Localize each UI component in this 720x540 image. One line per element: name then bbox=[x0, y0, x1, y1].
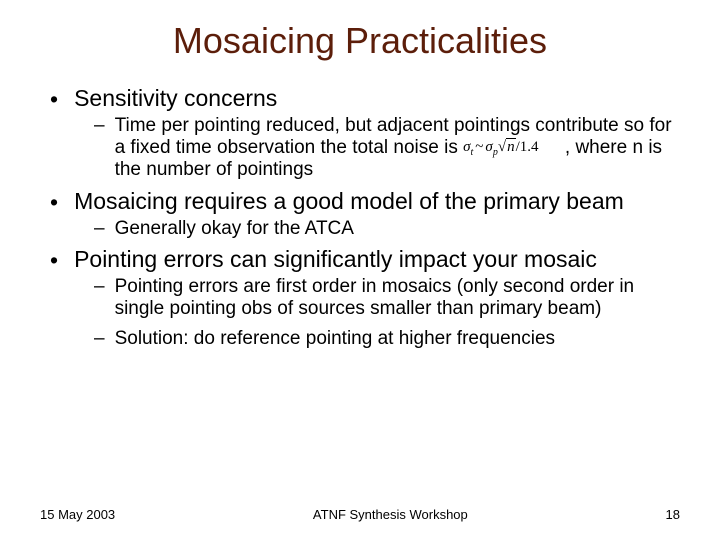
bullet-dot: • bbox=[50, 86, 58, 113]
footer-page: 18 bbox=[666, 507, 680, 522]
bullet-dash: – bbox=[94, 328, 105, 350]
tilde: ~ bbox=[475, 139, 483, 155]
sqrt-inner: n bbox=[506, 138, 516, 156]
bullet-text: Pointing errors are first order in mosai… bbox=[115, 276, 680, 320]
bullet-pointing-errors: • Pointing errors can significantly impa… bbox=[50, 247, 680, 274]
slide-title: Mosaicing Practicalities bbox=[40, 20, 680, 62]
sigma-p: σ bbox=[485, 139, 492, 155]
bullet-dash: – bbox=[94, 115, 105, 181]
bullet-text: Solution: do reference pointing at highe… bbox=[115, 328, 680, 350]
footer-center: ATNF Synthesis Workshop bbox=[313, 507, 468, 522]
bullet-text: Time per pointing reduced, but adjacent … bbox=[115, 115, 680, 181]
bullet-text: Sensitivity concerns bbox=[74, 86, 277, 113]
sub-t: t bbox=[471, 147, 474, 158]
divisor: 1.4 bbox=[520, 139, 539, 155]
bullet-text: Generally okay for the ATCA bbox=[115, 218, 680, 240]
noise-formula: σt~σp√n/1.4 bbox=[463, 138, 538, 159]
slide-footer: 15 May 2003 ATNF Synthesis Workshop 18 bbox=[0, 507, 720, 522]
bullet-first-order: – Pointing errors are first order in mos… bbox=[94, 276, 680, 320]
bullet-text: Mosaicing requires a good model of the p… bbox=[74, 189, 624, 216]
bullet-mosaicing-model: • Mosaicing requires a good model of the… bbox=[50, 189, 680, 216]
bullet-dash: – bbox=[94, 218, 105, 240]
bullet-atca-okay: – Generally okay for the ATCA bbox=[94, 218, 680, 240]
bullet-solution: – Solution: do reference pointing at hig… bbox=[94, 328, 680, 350]
bullet-dash: – bbox=[94, 276, 105, 320]
bullet-dot: • bbox=[50, 189, 58, 216]
sqrt: √n bbox=[498, 138, 516, 156]
footer-date: 15 May 2003 bbox=[40, 507, 115, 522]
bullet-dot: • bbox=[50, 247, 58, 274]
bullet-text: Pointing errors can significantly impact… bbox=[74, 247, 597, 274]
bullet-sensitivity: • Sensitivity concerns bbox=[50, 86, 680, 113]
sigma-t: σ bbox=[463, 139, 470, 155]
bullet-time-per-pointing: – Time per pointing reduced, but adjacen… bbox=[94, 115, 680, 181]
